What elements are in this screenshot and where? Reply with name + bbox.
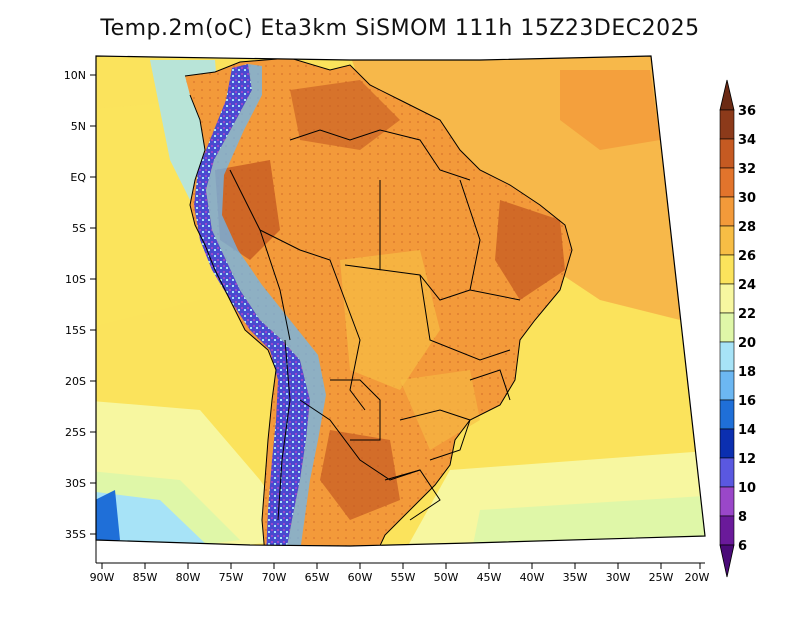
- colorbar-bin: [719, 312, 735, 343]
- lat-label: 10S: [65, 273, 86, 286]
- colorbar-label: 16: [738, 394, 756, 409]
- andes-cool-margin: [206, 64, 326, 546]
- lat-label: 20S: [65, 375, 86, 388]
- colorbar-label: 8: [738, 510, 747, 525]
- lon-label: 75W: [219, 571, 244, 584]
- mild-zone-central: [340, 250, 440, 390]
- lon-label: 85W: [133, 571, 158, 584]
- hot-zone-chaco: [320, 430, 400, 520]
- colorbar-label: 14: [738, 423, 756, 438]
- lat-label: 30S: [65, 477, 86, 490]
- border-chile: [277, 339, 291, 521]
- lat-label: 10N: [64, 69, 86, 82]
- colorbar-label: 18: [738, 365, 756, 380]
- border-paraguay: [330, 379, 381, 441]
- lon-label: 25W: [649, 571, 674, 584]
- colorbar-bin: [719, 196, 735, 227]
- colorbar-bin: [719, 225, 735, 256]
- lat-label: 5N: [71, 120, 86, 133]
- lat-label: 15S: [65, 324, 86, 337]
- coastline-pacific: [189, 94, 277, 546]
- lon-label: 40W: [520, 571, 545, 584]
- border-states-2: [419, 274, 511, 361]
- colorbar-bin: [719, 399, 735, 430]
- colorbar-label: 12: [738, 452, 756, 467]
- lat-label: 25S: [65, 426, 86, 439]
- temperature-field: [96, 56, 705, 546]
- colorbar-label: 26: [738, 249, 756, 264]
- lat-label: 35S: [65, 528, 86, 541]
- colorbar-bin: [719, 370, 735, 401]
- colorbar-label: 32: [738, 162, 756, 177]
- andes-cold-strip: [194, 64, 310, 546]
- colorbar-bin: [719, 167, 735, 198]
- border-peru-bolivia: [229, 169, 291, 341]
- lon-label: 55W: [391, 571, 416, 584]
- lon-label: 70W: [262, 571, 287, 584]
- colorbar-bin: [719, 109, 735, 140]
- lon-label: 30W: [606, 571, 631, 584]
- lat-axis: 10N 5N EQ 5S 10S 15S 20S 25S 30S 35S: [64, 69, 96, 541]
- colorbar-bin: [719, 283, 735, 314]
- colorbar-label: 22: [738, 307, 756, 322]
- lon-axis: 90W 85W 80W 75W 70W 65W 60W 55W 50W 45W …: [90, 563, 710, 584]
- coastline: [184, 57, 573, 546]
- border-brazil-west: [259, 229, 366, 411]
- lon-label: 90W: [90, 571, 115, 584]
- lon-label: 50W: [434, 571, 459, 584]
- lon-label: 65W: [305, 571, 330, 584]
- colorbar-label: 10: [738, 481, 756, 496]
- border-states-1: [344, 264, 471, 301]
- lon-label: 45W: [477, 571, 502, 584]
- map-frame: [95, 55, 706, 547]
- colorbar-top-arrow: [719, 79, 735, 111]
- colorbar: 36 34 32 30 28 26 24 22 20 18 16 14 12 1…: [719, 79, 756, 578]
- colorbar-bin: [719, 254, 735, 285]
- ocean-coldest-patch: [96, 490, 120, 545]
- colorbar-label: 36: [738, 104, 756, 119]
- lat-label: EQ: [70, 171, 86, 184]
- lon-label: 20W: [685, 571, 710, 584]
- ocean-hot-patches: [560, 70, 660, 150]
- hot-zone-northeast: [495, 200, 565, 300]
- map-title: Temp.2m(oC) Eta3km SiSMOM 111h 15Z23DEC2…: [100, 16, 700, 41]
- colorbar-label: 24: [738, 278, 756, 293]
- colorbar-bin: [719, 138, 735, 169]
- lon-label: 60W: [348, 571, 373, 584]
- colorbar-bottom-arrow: [719, 544, 735, 578]
- colorbar-bin: [719, 515, 735, 546]
- border-states-se: [469, 369, 511, 401]
- colorbar-label: 28: [738, 220, 756, 235]
- colorbar-bin: [719, 457, 735, 488]
- lon-label: 35W: [563, 571, 588, 584]
- colorbar-bin: [719, 341, 735, 372]
- colorbar-label: 20: [738, 336, 756, 351]
- border-brazil-north: [289, 129, 471, 181]
- colorbar-bin: [719, 486, 735, 517]
- border-uruguay: [384, 469, 441, 521]
- lat-label: 5S: [72, 222, 86, 235]
- colorbar-label: 30: [738, 191, 756, 206]
- border-argentina: [299, 399, 421, 481]
- colorbar-bin: [719, 428, 735, 459]
- colorbar-label: 34: [738, 133, 756, 148]
- border-states-3: [459, 179, 521, 301]
- colorbar-label: 6: [738, 539, 747, 554]
- hot-zone-amazon-west: [215, 160, 280, 260]
- lon-label: 80W: [176, 571, 201, 584]
